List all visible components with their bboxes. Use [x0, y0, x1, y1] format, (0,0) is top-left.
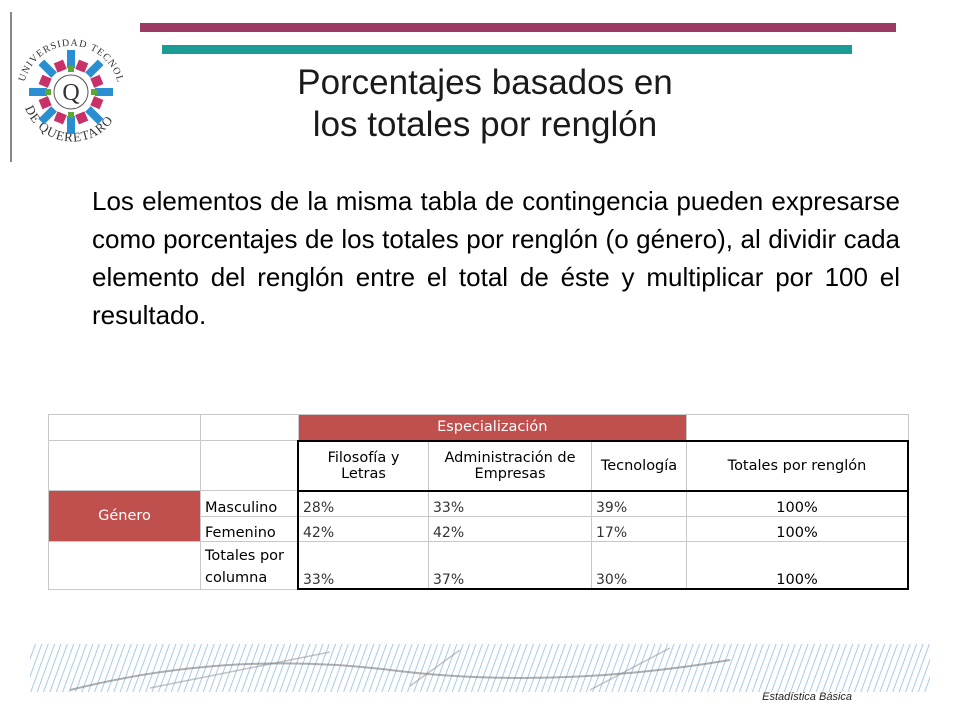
table-cell: 33% [428, 490, 592, 517]
table-cell-empty [200, 414, 299, 441]
slide-title: Porcentajes basados en los totales por r… [200, 62, 770, 146]
table-cell-empty [48, 540, 201, 590]
column-header: Totales por renglón [686, 439, 909, 492]
table-cell: 42% [428, 515, 592, 542]
column-header: Tecnología [591, 439, 687, 492]
table-cell: 30% [591, 540, 687, 590]
row-total-cell: 100% [686, 515, 909, 542]
contingency-table: Especialización Filosofía y Letras Admin… [48, 414, 909, 590]
table-cell-empty [686, 414, 909, 441]
table-cell-empty [200, 440, 299, 491]
table-cell: 37% [428, 540, 592, 590]
title-line-2: los totales por renglón [312, 105, 658, 144]
logo-frame-line [10, 12, 12, 162]
row-label: Femenino [200, 515, 299, 542]
footer-decoration [30, 644, 930, 692]
row-total-cell: 100% [686, 540, 909, 590]
row-label: Masculino [200, 490, 299, 517]
column-header: Filosofía y Letras [297, 439, 429, 492]
teal-accent-bar [162, 45, 852, 54]
row-total-cell: 100% [686, 490, 909, 517]
table-cell-empty [48, 414, 201, 441]
specialization-header: Especialización [297, 414, 687, 441]
row-label: Totales por columna [200, 540, 299, 590]
logo-top-text: UNIVERSIDAD TECNOLÓGICA [10, 12, 125, 84]
magenta-accent-bar [140, 23, 896, 32]
table-cell: 33% [297, 540, 429, 590]
title-line-1: Porcentajes basados en [297, 63, 673, 102]
column-header: Administración de Empresas [428, 439, 592, 492]
logo-letter: Q [62, 80, 79, 106]
table-cell: 28% [297, 490, 429, 517]
footer-label: Estadística Básica [762, 691, 852, 703]
svg-text:UNIVERSIDAD TECNOLÓGICA: UNIVERSIDAD TECNOLÓGICA [10, 12, 126, 84]
gender-row-header: Género [48, 490, 201, 542]
table-cell: 17% [591, 515, 687, 542]
table-cell: 42% [297, 515, 429, 542]
table-cell-empty [48, 440, 201, 491]
university-logo: UNIVERSIDAD TECNOLÓGICA DE QUERETARO [10, 12, 126, 145]
body-paragraph: Los elementos de la misma tabla de conti… [92, 186, 900, 330]
table-cell: 39% [591, 490, 687, 517]
